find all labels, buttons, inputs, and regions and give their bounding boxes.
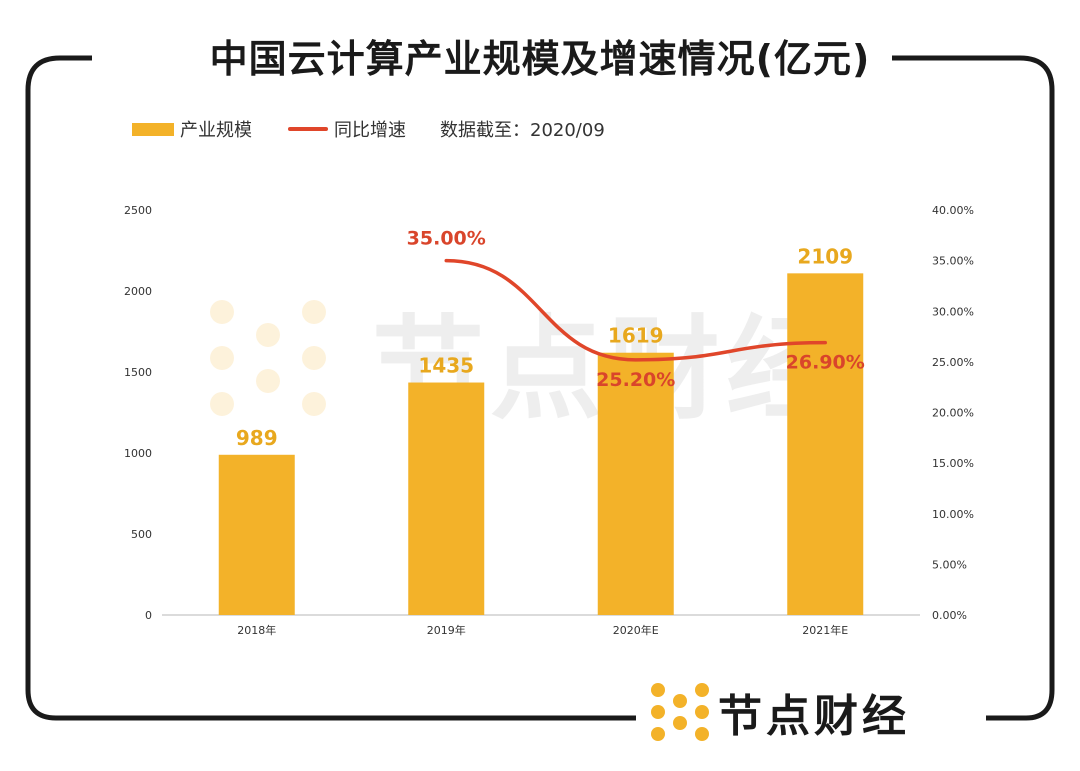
brand-logo-dot	[673, 716, 687, 730]
brand-logo-dot	[695, 705, 709, 719]
legend-bar-label: 产业规模	[180, 120, 252, 141]
brand-logo-dot	[651, 705, 665, 719]
brand-name: 节点财经	[718, 691, 910, 742]
watermark-logo-icon	[210, 300, 326, 416]
growth-rate-line	[444, 258, 827, 362]
right-axis-tick-label: 15.00%	[932, 457, 974, 470]
right-axis-tick-label: 0.00%	[932, 609, 967, 622]
legend-bar-swatch	[132, 122, 174, 136]
chart-title: 中国云计算产业规模及增速情况(亿元)	[0, 28, 1080, 83]
right-axis-tick-label: 5.00%	[932, 558, 967, 571]
legend-line-swatch	[288, 127, 328, 131]
bar-value-label: 1619	[608, 324, 664, 348]
right-axis-tick-label: 20.00%	[932, 407, 974, 420]
bar-industry-scale	[787, 273, 864, 615]
bar-industry-scale	[597, 352, 674, 615]
left-axis-tick-label: 0	[145, 609, 152, 622]
brand-logo-icon	[651, 683, 709, 741]
brand-logo-dot	[651, 727, 665, 741]
x-axis-tick-label: 2018年	[237, 623, 276, 637]
left-axis-tick-label: 2000	[124, 285, 152, 298]
brand-logo-dot	[651, 683, 665, 697]
brand-logo-dot	[673, 694, 687, 708]
brand-badge: 节点财经	[636, 680, 924, 744]
growth-rate-label: 26.90%	[786, 352, 865, 374]
left-axis-tick-label: 500	[131, 528, 152, 541]
brand-logo-dot	[695, 683, 709, 697]
bar-value-label: 1435	[418, 354, 474, 378]
x-axis-tick-label: 2019年	[427, 623, 466, 637]
legend-line-label: 同比增速	[334, 120, 406, 141]
bar-value-label: 989	[236, 426, 278, 450]
bar-value-label: 2109	[797, 244, 853, 268]
growth-rate-label: 25.20%	[596, 369, 675, 391]
right-axis-tick-label: 35.00%	[932, 255, 974, 268]
legend: 产业规模 同比增速 数据截至：2020/09	[132, 116, 605, 142]
data-cutoff-note: 数据截至：2020/09	[440, 120, 605, 141]
brand-logo-dot	[695, 727, 709, 741]
left-axis-tick-label: 2500	[124, 204, 152, 217]
right-axis-tick-label: 10.00%	[932, 508, 974, 521]
right-axis-tick-label: 30.00%	[932, 305, 974, 318]
left-axis-tick-label: 1000	[124, 447, 152, 460]
x-axis-tick-label: 2020年E	[613, 623, 659, 637]
right-axis-tick-label: 40.00%	[932, 204, 974, 217]
right-axis-tick-label: 25.00%	[932, 356, 974, 369]
bar-industry-scale	[218, 454, 295, 615]
left-axis-tick-label: 1500	[124, 366, 152, 379]
bar-industry-scale	[408, 382, 485, 615]
growth-rate-label: 35.00%	[407, 228, 486, 250]
x-axis-tick-label: 2021年E	[802, 623, 848, 637]
